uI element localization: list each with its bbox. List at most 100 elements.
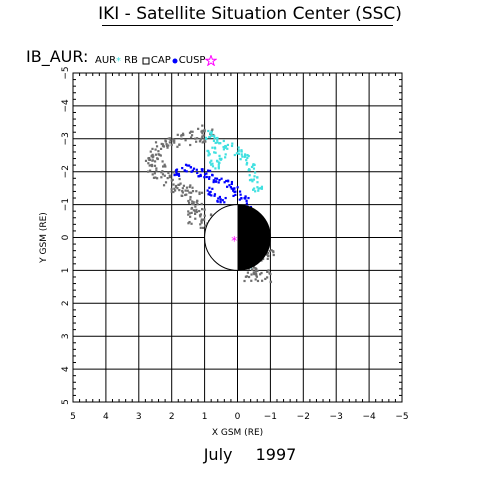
data-point-aur [195, 190, 198, 193]
data-point-cusp [213, 193, 217, 196]
data-point-cusp [190, 170, 193, 173]
data-point-aur [266, 257, 269, 260]
data-point-rb [219, 158, 223, 161]
data-point-aur [163, 174, 166, 177]
data-point-aur [172, 171, 175, 174]
data-point-aur [266, 276, 269, 279]
data-point-rb [207, 154, 210, 157]
data-point-aur [191, 130, 194, 133]
data-point-cusp [205, 172, 208, 175]
data-point-aur [250, 273, 253, 276]
data-point-rb [213, 134, 216, 138]
data-point-rb [240, 149, 243, 152]
data-point-cusp [209, 190, 212, 193]
data-point-aur [152, 155, 155, 158]
plot-frame [72, 72, 403, 403]
data-point-aur [164, 181, 168, 184]
data-point-cusp [208, 176, 211, 179]
data-point-aur [161, 173, 165, 176]
data-point-aur [181, 132, 185, 135]
data-point-rb [208, 153, 211, 156]
data-point-aur [187, 222, 190, 225]
data-point-cusp [245, 199, 248, 202]
data-point-rb [222, 145, 225, 149]
data-point-aur [176, 145, 179, 148]
data-point-aur [176, 187, 179, 190]
y-tick-label: 3 [61, 333, 71, 339]
data-point-cusp [240, 197, 243, 200]
dataset-label: IB_AUR: [26, 47, 89, 66]
data-point-marker: * [231, 234, 237, 248]
data-point-cusp [213, 194, 216, 197]
y-tick-label: −5 [61, 66, 71, 79]
data-point-aur [168, 176, 172, 179]
data-point-aur [198, 209, 201, 213]
data-point-aur [153, 172, 156, 175]
data-point-cusp [197, 175, 201, 178]
data-point-aur [147, 162, 150, 165]
data-point-rb [212, 139, 216, 142]
data-point-aur [196, 137, 199, 140]
data-point-aur [154, 153, 158, 156]
data-point-cusp [227, 180, 230, 183]
data-point-cusp [238, 190, 242, 193]
y-tick-label: −3 [61, 132, 71, 145]
data-point-aur [153, 160, 157, 163]
data-point-rb [248, 168, 251, 171]
data-point-aur [190, 202, 194, 205]
data-point-rb [226, 143, 230, 147]
data-point-aur [170, 188, 173, 191]
legend-label-cusp: CUSP [178, 55, 206, 66]
data-point-aur [201, 141, 204, 144]
y-tick-label: 4 [61, 366, 71, 372]
data-point-rb [214, 147, 217, 150]
data-point-cusp [238, 198, 241, 201]
data-point-aur [266, 251, 270, 255]
data-point-rb [245, 163, 248, 166]
data-point-rb [226, 147, 229, 150]
data-point-aur [203, 140, 207, 143]
data-point-cusp [218, 178, 221, 182]
data-point-aur [173, 141, 176, 144]
data-point-cusp [212, 180, 215, 184]
data-point-cusp [183, 169, 186, 172]
data-point-cusp [239, 193, 242, 196]
data-point-aur [192, 203, 195, 206]
data-point-aur [199, 226, 202, 229]
data-point-aur [155, 145, 159, 148]
data-point-cusp [185, 170, 188, 173]
data-point-aur [259, 273, 262, 276]
earth-nightside [237, 204, 271, 271]
data-point-aur [267, 269, 270, 272]
data-point-aur [185, 193, 188, 196]
data-point-aur [252, 272, 255, 275]
legend-star-icon: * [116, 56, 121, 65]
data-point-rb [237, 152, 240, 155]
data-point-aur [188, 131, 192, 134]
data-point-cusp [177, 172, 180, 176]
data-point-aur [268, 272, 271, 275]
data-point-rb [253, 175, 256, 178]
data-point-aur [255, 274, 258, 277]
data-point-cusp [208, 177, 211, 180]
data-point-aur [194, 210, 197, 213]
data-point-aur [211, 128, 214, 131]
data-point-cusp [215, 177, 219, 180]
data-point-aur [201, 219, 204, 222]
data-point-cusp [175, 170, 178, 173]
y-tick-label: −1 [61, 198, 71, 211]
data-point-aur [154, 141, 158, 144]
data-point-aur [166, 146, 169, 149]
data-point-aur [203, 208, 206, 211]
data-point-aur [191, 200, 194, 203]
data-point-cusp [189, 166, 192, 169]
data-point-cusp [184, 163, 188, 166]
data-point-aur [173, 187, 176, 190]
data-point-aur [201, 226, 205, 229]
data-point-aur [201, 124, 204, 127]
data-point-cusp [181, 166, 184, 170]
data-point-aur [198, 192, 201, 196]
data-point-aur [178, 177, 181, 181]
data-point-aur [196, 203, 199, 206]
data-point-aur [247, 275, 251, 279]
